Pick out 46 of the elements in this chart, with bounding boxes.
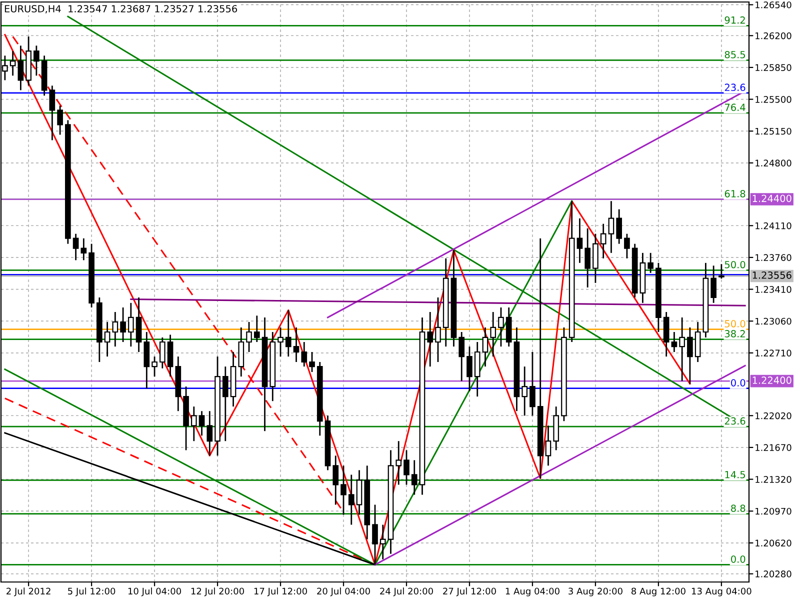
y-tick-label: 1.26200: [756, 32, 792, 40]
y-tick-label: 1.25850: [756, 64, 792, 72]
x-tick-label: 1 Aug 04:00: [506, 588, 560, 596]
y-tick-label: 1.21320: [756, 476, 792, 483]
annotation: 50.0: [724, 260, 746, 268]
y-tick-label: 1.22020: [756, 412, 792, 420]
y-tick-label: 1.24800: [756, 160, 792, 166]
y-tick-label: 1.26540: [756, 1, 792, 8]
y-tick-label: 1.23060: [756, 318, 792, 325]
x-tick-label: 17 Jul 12:00: [254, 588, 307, 596]
y-tick-label: 1.22710: [756, 350, 792, 356]
y-tick-label: 1.24110: [756, 222, 792, 230]
x-tick-label: 27 Jul 12:00: [443, 588, 496, 596]
annotation: 91.2: [724, 16, 745, 24]
annotation: 23.6: [724, 417, 746, 425]
annotation: 23.6: [724, 84, 746, 92]
y-tick-label: 1.20620: [756, 540, 792, 546]
annotation: 61.8: [724, 190, 746, 198]
y-tick-label: 1.23760: [756, 254, 792, 262]
annotation: 38.2: [724, 330, 745, 338]
x-tick-label: 24 Jul 20:00: [380, 588, 433, 596]
x-tick-label: 13 Aug 04:00: [692, 588, 752, 596]
x-tick-label: 12 Jul 20:00: [191, 588, 244, 596]
x-tick-label: 10 Jul 04:00: [128, 588, 182, 596]
y-tick-label: 1.20280: [756, 570, 792, 578]
y-tick-label: 1.25500: [756, 96, 792, 103]
annotation: 76.4: [725, 104, 746, 112]
y-tick-label: 1.25150: [756, 128, 792, 135]
y-tick-label: 1.20970: [756, 508, 792, 515]
chart-title: EURUSD,H4 1.23547 1.23687 1.23527 1.23556: [4, 5, 238, 14]
x-tick-label: 8 Aug 12:00: [632, 588, 686, 596]
annotation: 85.5: [724, 50, 745, 58]
ref-line-label: 1.24400: [752, 194, 792, 202]
x-tick-label: 3 Aug 20:00: [568, 588, 622, 596]
annotation: 8.8: [731, 504, 746, 512]
x-tick-label: 5 Jul 12:00: [68, 588, 116, 596]
annotation: 14.5: [725, 471, 745, 478]
annotation: 50.0: [724, 320, 746, 328]
annotation: 0.0: [731, 555, 746, 563]
ref-line-label: 1.23556: [752, 271, 792, 279]
x-tick-label: 20 Jul 04:00: [317, 588, 370, 596]
ref-line-label: 1.22400: [752, 376, 792, 384]
annotation: 0.0: [731, 379, 746, 386]
x-tick-label: 2 Jul 2012: [6, 588, 50, 596]
y-tick-label: 1.21670: [756, 444, 792, 452]
y-tick-label: 1.23410: [756, 286, 792, 293]
